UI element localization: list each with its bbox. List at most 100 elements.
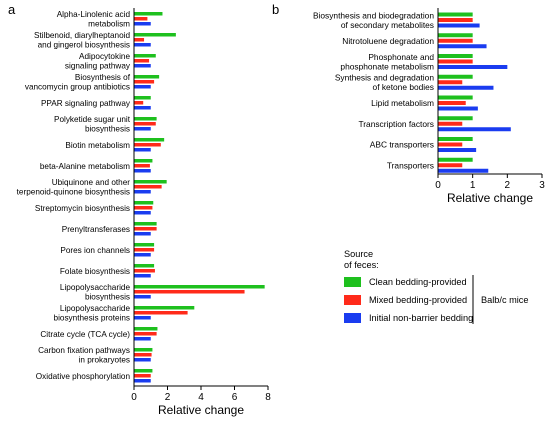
category-label: Oxidative phosphorylation — [36, 372, 131, 381]
category-label: Adipocytokine — [79, 52, 130, 61]
bar-mixed — [134, 38, 145, 42]
category-label: ABC transporters — [370, 140, 434, 150]
bar-mixed — [438, 18, 473, 22]
bar-initial — [134, 43, 151, 47]
category-label: Carbon fixation pathways — [38, 346, 130, 355]
x-tick-label: 3 — [539, 180, 545, 191]
bar-initial — [134, 22, 151, 26]
category-label: Transcription factors — [358, 119, 434, 129]
bar-clean — [134, 159, 153, 163]
x-tick-label: 1 — [470, 180, 476, 191]
category-label: Alpha-Linolenic acid — [57, 10, 131, 19]
x-tick-label: 4 — [198, 392, 204, 403]
category-label: Transporters — [387, 160, 434, 170]
bar-initial — [134, 106, 151, 110]
bar-clean — [134, 369, 153, 373]
bar-clean — [134, 201, 154, 205]
bar-initial — [438, 148, 477, 152]
bar-mixed — [438, 59, 473, 64]
category-label: and gingerol biosynthesis — [38, 41, 130, 50]
bar-mixed — [134, 143, 161, 147]
bar-mixed — [438, 38, 473, 43]
x-tick-label: 8 — [265, 392, 271, 403]
bar-initial — [438, 168, 489, 173]
bar-initial — [438, 44, 487, 49]
bar-initial — [438, 85, 494, 90]
panel-label-a: a — [8, 2, 16, 17]
bar-initial — [438, 106, 478, 111]
legend-entry: Clean bedding-provided — [369, 277, 467, 287]
x-tick-label: 2 — [165, 392, 171, 403]
bar-clean — [134, 243, 155, 247]
category-label: Pores ion channels — [60, 246, 130, 255]
x-tick-label: 0 — [131, 392, 137, 403]
bar-clean — [438, 137, 473, 141]
x-tick-label: 6 — [232, 392, 238, 403]
category-label: Phosphonate and — [368, 52, 434, 62]
bar-initial — [134, 232, 151, 236]
bar-mixed — [134, 248, 155, 252]
bar-mixed — [438, 101, 466, 105]
bar-clean — [134, 96, 151, 100]
bar-initial — [438, 65, 508, 69]
bar-clean — [134, 180, 167, 184]
bar-initial — [438, 127, 511, 132]
bar-initial — [134, 274, 151, 278]
category-label: Ubiquinone and other — [52, 178, 131, 187]
bar-mixed — [134, 227, 157, 231]
category-label: Citrate cycle (TCA cycle) — [40, 330, 130, 339]
bar-mixed — [438, 163, 463, 168]
bar-initial — [134, 337, 151, 341]
category-label: biosynthesis — [85, 125, 130, 134]
category-label: beta-Alanine metabolism — [40, 162, 130, 171]
legend-entry: Mixed bedding-provided — [369, 295, 467, 305]
x-axis-label: Relative change — [158, 403, 244, 417]
bar-clean — [438, 74, 473, 79]
legend-swatch-mixed — [344, 295, 361, 305]
legend-entry: Initial non-barrier bedding — [369, 313, 473, 323]
category-label: Biosynthesis and biodegradation — [313, 10, 434, 20]
bar-clean — [438, 157, 473, 162]
bar-clean — [134, 285, 265, 289]
category-label: metabolism — [88, 20, 130, 29]
bar-initial — [438, 23, 480, 28]
bar-mixed — [134, 59, 150, 63]
category-label: vancomycin group antibiotics — [25, 83, 130, 92]
bar-mixed — [134, 17, 148, 21]
bar-initial — [134, 316, 151, 320]
category-label: Lipid metabolism — [371, 98, 434, 108]
bar-clean — [134, 138, 165, 142]
category-label: of ketone bodies — [373, 82, 434, 92]
x-tick-label: 0 — [435, 180, 441, 191]
bar-mixed — [134, 101, 144, 105]
category-label: in prokaryotes — [79, 356, 130, 365]
x-axis-label: Relative change — [447, 191, 533, 205]
category-label: Biotin metabolism — [65, 141, 130, 150]
bar-clean — [134, 33, 176, 37]
category-label: Synthesis and degradation — [335, 73, 435, 83]
bar-mixed — [438, 80, 463, 85]
bar-initial — [134, 358, 151, 362]
legend-title: Source — [344, 249, 373, 259]
bar-mixed — [134, 353, 152, 357]
panel-label-b: b — [272, 2, 279, 17]
bar-initial — [134, 295, 151, 299]
bar-initial — [134, 379, 151, 383]
bar-initial — [134, 169, 151, 173]
bar-clean — [134, 348, 153, 352]
category-label: Prenyltransferases — [62, 225, 130, 234]
bar-clean — [438, 12, 473, 17]
category-label: Nitrotoluene degradation — [342, 36, 434, 46]
bar-initial — [134, 64, 151, 68]
bar-mixed — [134, 80, 155, 84]
bar-initial — [134, 253, 151, 257]
bar-clean — [134, 264, 155, 268]
category-label: Stilbenoid, diarylheptanoid — [34, 31, 130, 40]
bar-clean — [134, 54, 156, 58]
legend-swatch-clean — [344, 277, 361, 287]
bar-mixed — [134, 332, 157, 336]
